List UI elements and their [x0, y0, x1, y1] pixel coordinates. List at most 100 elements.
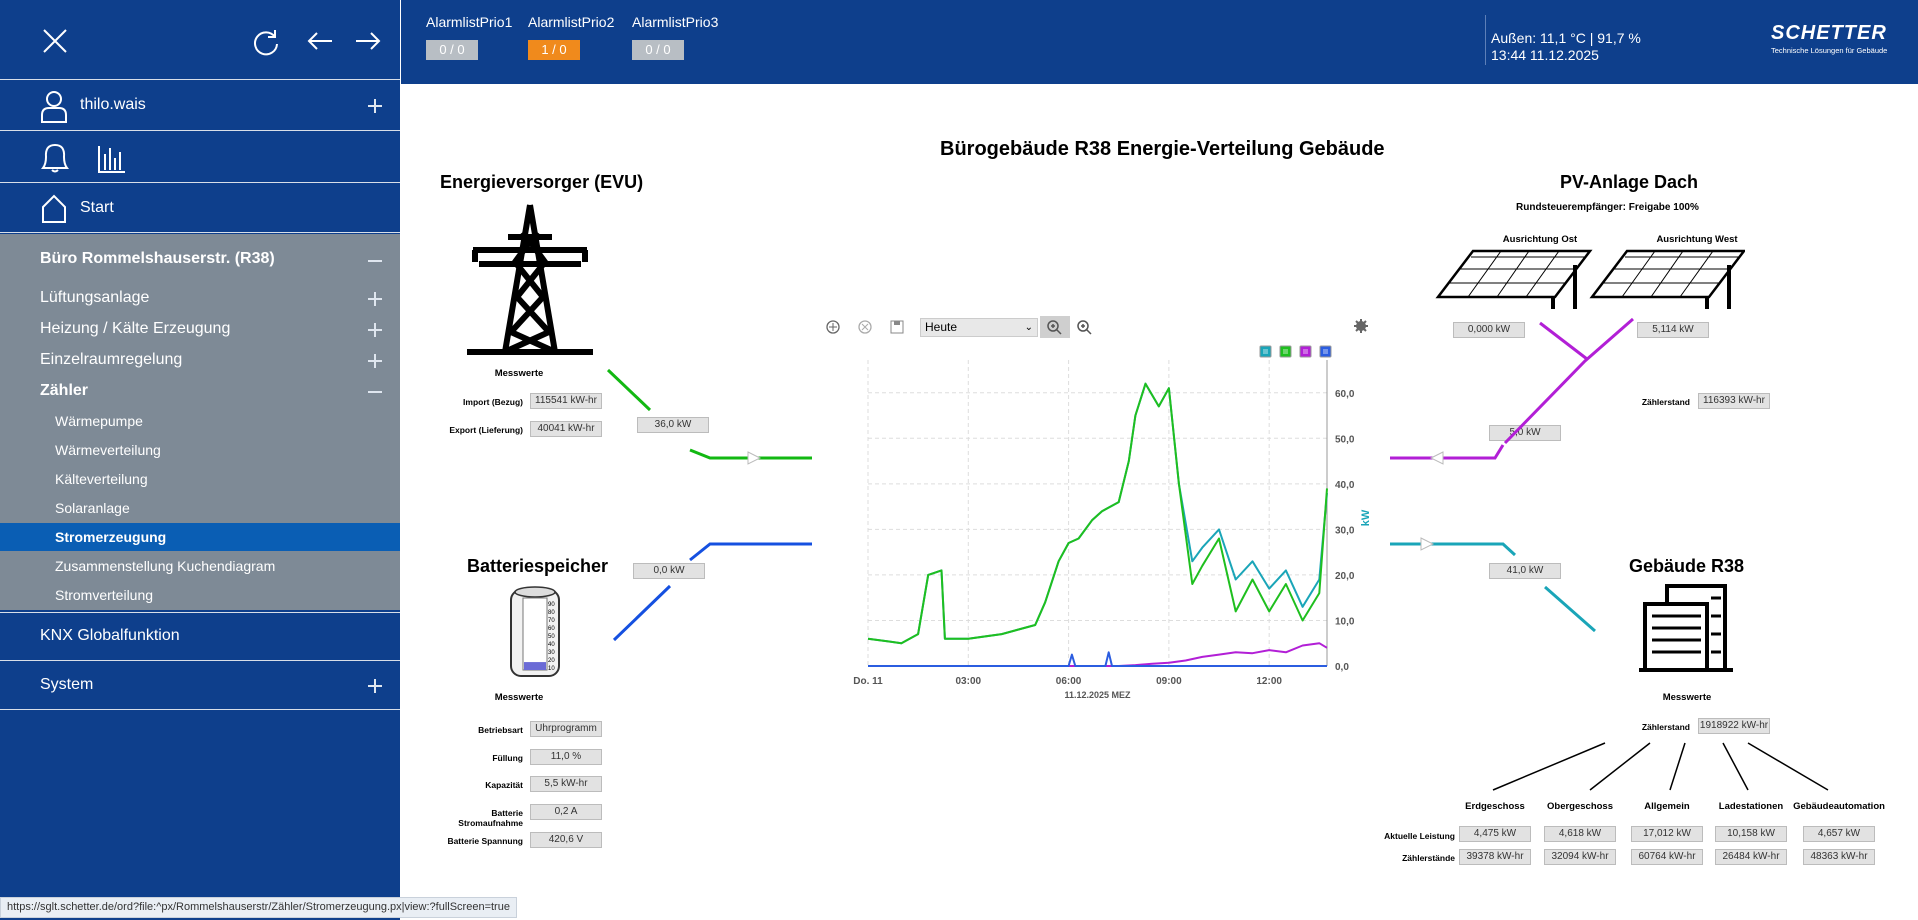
- battery-scale-tick: 50: [548, 634, 555, 640]
- building-title: Gebäude R38: [1629, 556, 1745, 576]
- pv-east-label: Ausrichtung Ost: [1502, 234, 1578, 245]
- zoom-in-icon[interactable]: [1075, 318, 1093, 336]
- bell-icon[interactable]: [40, 142, 70, 174]
- back-arrow-icon[interactable]: [306, 30, 334, 52]
- nav-zaehler[interactable]: Zähler: [40, 382, 89, 399]
- building-distribution-lines: [1492, 742, 1829, 791]
- expand-system-icon[interactable]: [368, 679, 382, 693]
- knx-row[interactable]: KNX Globalfunktion: [0, 612, 400, 661]
- nav-kuchendiagram[interactable]: Zusammenstellung Kuchendiagram: [55, 558, 276, 574]
- system-row[interactable]: System: [0, 662, 400, 710]
- nav-stromerzeugung-active[interactable]: Stromerzeugung: [0, 523, 400, 551]
- weather-text: Außen: 11,1 °C | 91,7 %: [1491, 30, 1641, 46]
- expand-lueftung-icon[interactable]: [368, 292, 382, 306]
- expand-user-icon[interactable]: [368, 99, 382, 113]
- chart-series-line: [867, 382, 1328, 645]
- expand-einzelraum-icon[interactable]: [368, 354, 382, 368]
- collapse-zaehler-icon[interactable]: [368, 385, 382, 399]
- building-col-name: Gebäudeautomation: [1793, 801, 1885, 812]
- left-flow-lines: [606, 368, 812, 642]
- energy-line-chart[interactable]: 0,0 10,0 20,0 30,0 40,0 50,0 60,0 Do. 11 03:00 06…: [840, 340, 1380, 710]
- chart-legend-swatch: [1299, 345, 1312, 358]
- chart-x-tick: 03:00: [956, 676, 982, 687]
- nav-einzelraum[interactable]: Einzelraumregelung: [40, 351, 183, 368]
- reset-icon[interactable]: [857, 319, 873, 335]
- nav-stromverteilung[interactable]: Stromverteilung: [55, 587, 154, 603]
- range-select-value: Heute: [925, 320, 958, 334]
- pv-west-label: Ausrichtung West: [1656, 234, 1738, 245]
- building-col-name: Allgemein: [1644, 801, 1690, 812]
- forward-arrow-icon[interactable]: [354, 30, 382, 52]
- nav-stromerzeugung[interactable]: Stromerzeugung: [55, 529, 167, 545]
- bar-chart-icon[interactable]: [96, 142, 126, 174]
- alarm-prio3-badge[interactable]: 0 / 0: [632, 40, 684, 60]
- nav-solaranlage[interactable]: Solaranlage: [55, 500, 130, 516]
- nav-lueftung[interactable]: Lüftungsanlage: [40, 289, 150, 306]
- building-flow-value: 41,0 kW: [1489, 563, 1561, 579]
- chart-plot-area: [868, 360, 1327, 666]
- chart-x-tick: 06:00: [1056, 676, 1082, 687]
- alarm-prio2-badge[interactable]: 1 / 0: [528, 40, 580, 60]
- battery-level-gauge: 90 80 70 60 50 40 30 20 10: [510, 586, 560, 677]
- building-col-power: 4,657 kW: [1803, 826, 1875, 842]
- chart-y-tick: 30,0: [1335, 525, 1355, 536]
- range-select[interactable]: Heute ⌄: [920, 318, 1038, 337]
- chart-x-tick: Do. 11: [853, 676, 883, 687]
- chart-y-tick: 60,0: [1335, 389, 1355, 400]
- expand-heizung-icon[interactable]: [368, 323, 382, 337]
- gear-icon[interactable]: [1353, 318, 1369, 334]
- nav-kaelteverteilung[interactable]: Kälteverteilung: [55, 471, 148, 487]
- power-pylon-icon: [467, 204, 593, 355]
- sidebar: thilo.wais Start Büro Rommelshauserstr. …: [0, 0, 400, 920]
- zoom-extent-icon[interactable]: [825, 319, 841, 335]
- building-col-counter: 39378 kW-hr: [1459, 849, 1531, 865]
- refresh-icon[interactable]: [251, 27, 281, 57]
- zoom-in-active-icon: [1047, 320, 1062, 335]
- battery-scale-tick: 80: [548, 610, 555, 616]
- pv-east-value: 0,000 kW: [1453, 322, 1525, 338]
- evu-import-value: 115541 kW-hr: [530, 393, 602, 409]
- save-icon[interactable]: [889, 319, 905, 335]
- battery-scale-tick: 60: [548, 626, 555, 632]
- alarm-prio1-badge[interactable]: 0 / 0: [426, 40, 478, 60]
- pv-rse-label: Rundsteuerempfänger:: [1516, 202, 1627, 213]
- nav-heizung[interactable]: Heizung / Kälte Erzeugung: [40, 320, 231, 337]
- chart-legend-swatch-inner: [1323, 349, 1328, 354]
- user-icon: [41, 91, 67, 123]
- chart-y-label: kW: [1360, 509, 1372, 526]
- battery-row-label: Betriebsart: [478, 725, 523, 735]
- chart-legend-swatch-inner: [1263, 349, 1268, 354]
- battery-row-value: 5,5 kW-hr: [530, 776, 602, 792]
- collapse-building-icon[interactable]: [368, 254, 382, 268]
- building-col-counter: 60764 kW-hr: [1631, 849, 1703, 865]
- building-counter-label: Zählerstand: [1641, 722, 1690, 732]
- evu-import-label: Import (Bezug): [463, 397, 523, 407]
- nav-waermepumpe[interactable]: Wärmepumpe: [55, 413, 143, 429]
- building-col-power: 4,475 kW: [1459, 826, 1531, 842]
- start-label: Start: [80, 199, 114, 216]
- divider: [1485, 15, 1486, 65]
- close-icon[interactable]: [42, 28, 68, 54]
- battery-scale-tick: 20: [548, 658, 555, 664]
- building-label[interactable]: Büro Rommelshauserstr. (R38): [40, 250, 275, 267]
- battery-scale-tick: 90: [548, 602, 555, 608]
- building-messwerte: Messwerte: [1662, 692, 1712, 703]
- battery-scale-tick: 70: [548, 618, 555, 624]
- user-row[interactable]: thilo.wais: [0, 81, 400, 131]
- status-bar: https://sglt.schetter.de/ord?file:^px/Ro…: [0, 897, 517, 918]
- building-col-power: 4,618 kW: [1544, 826, 1616, 842]
- battery-row-label: Füllung: [492, 753, 523, 763]
- chart-y-tick: 0,0: [1335, 662, 1349, 673]
- datetime-text: 13:44 11.12.2025: [1491, 47, 1599, 63]
- start-row[interactable]: Start: [0, 184, 400, 233]
- schetter-logo: SCHETTER: [1771, 22, 1887, 44]
- chart-y-tick: 10,0: [1335, 616, 1355, 627]
- battery-row-label: Batterie Stromaufnahme: [458, 808, 523, 828]
- chart-legend-swatch-inner: [1303, 349, 1308, 354]
- evu-export-value: 40041 kW-hr: [530, 421, 602, 437]
- chart-legend-swatch: [1319, 345, 1332, 358]
- nav-waermeverteilung[interactable]: Wärmeverteilung: [55, 442, 161, 458]
- chart-x-tick: 09:00: [1156, 676, 1182, 687]
- evu-title: Energieversorger (EVU): [440, 172, 644, 192]
- zoom-mode-button[interactable]: [1040, 316, 1070, 338]
